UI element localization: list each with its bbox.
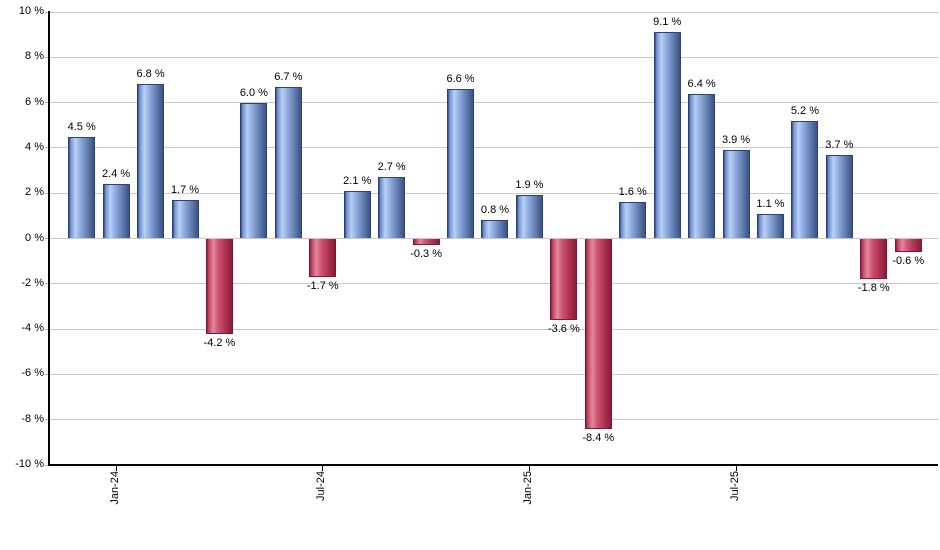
y-axis-tick-label: -8 % [21, 412, 44, 425]
x-axis-line [48, 464, 938, 466]
y-axis-tick-label: -6 % [21, 367, 44, 380]
y-gridline [49, 419, 938, 421]
bar-positive [378, 177, 406, 239]
bar-value-label: 0.8 % [480, 204, 510, 217]
bar-positive [447, 89, 475, 239]
bar-positive [343, 190, 371, 239]
bar-value-label: -8.4 % [582, 431, 615, 444]
bar-positive [515, 195, 543, 239]
bar-value-label: -0.6 % [892, 255, 925, 268]
bar-value-label: 1.7 % [170, 183, 200, 196]
bar-value-label: 2.4 % [102, 168, 131, 181]
bar-positive [171, 199, 199, 239]
y-axis-tick-label: 10 % [18, 5, 44, 17]
y-axis-tick-label: 0 % [25, 231, 44, 244]
y-axis-tick-label: -2 % [21, 276, 44, 289]
bar-negative [205, 238, 233, 334]
y-axis-tick-label: -4 % [21, 322, 44, 335]
y-axis-tick-label: 8 % [25, 50, 44, 63]
y-tick [45, 419, 49, 421]
y-tick [45, 373, 49, 375]
y-tick [45, 102, 49, 104]
bar-negative [894, 238, 922, 253]
bar-value-label: 6.6 % [446, 73, 475, 85]
y-axis-tick-label: 4 % [25, 140, 44, 153]
y-gridline [49, 102, 938, 104]
x-axis-tick-label: Jul-24 [315, 471, 328, 501]
bar-value-label: -1.7 % [306, 280, 339, 292]
y-axis-tick-label: 2 % [25, 186, 44, 199]
x-tick [528, 465, 530, 471]
bar-value-label: 9.1 % [653, 16, 682, 29]
bar-value-label: 6.4 % [687, 77, 716, 90]
y-tick [45, 56, 49, 58]
y-tick [45, 238, 49, 239]
y-axis-tick-label: 6 % [25, 95, 44, 108]
bar-value-label: 4.5 % [67, 120, 96, 133]
bar-value-label: 6.8 % [136, 68, 165, 81]
bar-positive [68, 136, 96, 239]
bar-value-label: -1.8 % [857, 282, 890, 295]
y-gridline [49, 328, 938, 330]
x-axis-tick-label: Jul-25 [728, 471, 741, 501]
bar-value-label: -4.2 % [203, 336, 236, 349]
y-gridline [49, 11, 938, 13]
bar-positive [825, 154, 853, 239]
bar-value-label: 2.1 % [343, 174, 372, 187]
bar-value-label: -3.6 % [547, 323, 580, 336]
x-axis-tick-label: Jan-24 [108, 471, 121, 505]
bar-value-label: 1.9 % [515, 179, 544, 192]
bar-value-label: 1.6 % [618, 186, 647, 199]
bar-negative [309, 238, 337, 277]
bar-negative [412, 238, 440, 246]
y-gridline [49, 238, 938, 239]
bar-positive [757, 213, 784, 239]
bar-positive [722, 150, 750, 239]
y-tick [45, 283, 49, 285]
y-tick [45, 464, 49, 466]
bar-positive [240, 102, 268, 239]
y-gridline [49, 192, 938, 194]
bar-value-label: 5.2 % [790, 104, 819, 117]
bar-value-label: 3.9 % [721, 134, 751, 147]
y-tick [45, 147, 49, 149]
bar-negative [860, 238, 888, 280]
y-axis-line [48, 11, 50, 466]
bar-value-label: 6.7 % [274, 70, 303, 83]
y-gridline [49, 56, 938, 58]
bar-positive [619, 202, 647, 239]
y-gridline [49, 373, 938, 375]
y-tick [45, 328, 49, 330]
bar-positive [481, 220, 509, 239]
bar-positive [137, 84, 165, 239]
x-tick [735, 465, 737, 471]
bar-positive [688, 93, 716, 239]
bar-value-label: -0.3 % [410, 248, 442, 261]
bar-value-label: 3.7 % [825, 138, 854, 151]
y-gridline [49, 147, 938, 149]
bar-positive [791, 120, 819, 239]
x-axis-tick-label: Jan-25 [521, 471, 534, 505]
bar-value-label: 2.7 % [377, 161, 406, 174]
bar-value-label: 1.1 % [756, 197, 785, 210]
bar-negative [584, 238, 612, 429]
bar-negative [550, 238, 578, 321]
y-gridline [49, 283, 938, 285]
y-axis-tick-label: -10 % [15, 458, 44, 470]
x-tick [115, 465, 117, 471]
bar-positive [102, 184, 130, 239]
bar-value-label: 6.0 % [239, 86, 268, 99]
bar-positive [274, 86, 302, 239]
y-tick [45, 11, 49, 13]
x-tick [322, 465, 324, 471]
bar-positive [653, 32, 681, 239]
y-tick [45, 192, 49, 194]
